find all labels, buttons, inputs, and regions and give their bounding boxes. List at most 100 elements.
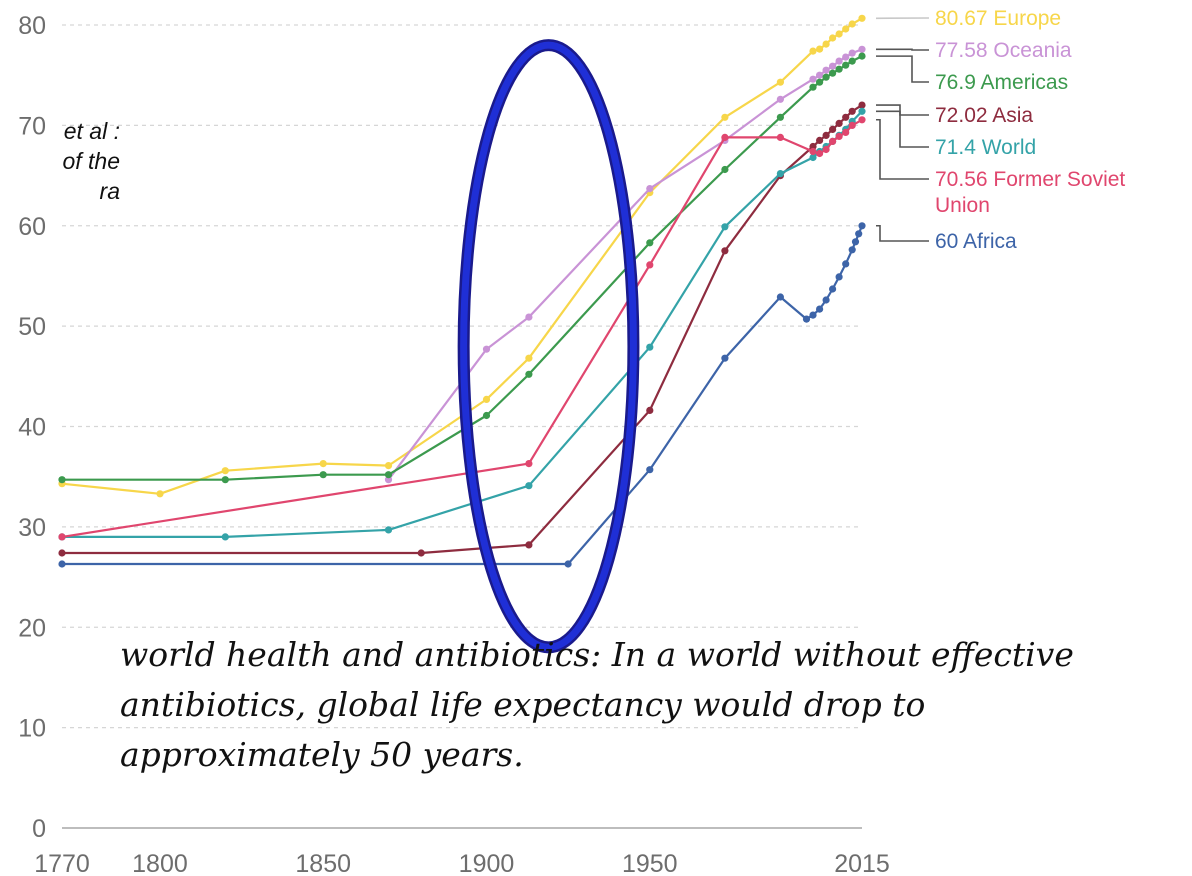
x-tick-label: 1850: [295, 850, 351, 876]
leader-line: [876, 55, 929, 83]
data-point: [319, 460, 327, 468]
data-point: [809, 153, 817, 162]
data-point: [646, 406, 654, 414]
data-point: [384, 526, 393, 534]
data-point: [822, 66, 830, 74]
y-tick-label: 10: [18, 715, 46, 743]
data-point: [816, 78, 824, 86]
data-point: [822, 145, 830, 154]
data-point: [816, 45, 824, 53]
data-point: [842, 25, 850, 33]
side-text-line: of the: [62, 148, 120, 174]
series-end-label: 60 Africa: [935, 230, 1017, 253]
data-point: [384, 476, 393, 484]
x-tick-label: 2015: [834, 850, 890, 876]
y-tick-label: 0: [32, 815, 46, 843]
series-end-label: 80.67 Europe: [935, 7, 1061, 30]
data-point: [525, 313, 533, 321]
data-point: [842, 61, 850, 69]
data-point: [835, 30, 843, 38]
data-point: [646, 239, 654, 247]
data-point: [525, 370, 533, 378]
data-point: [809, 311, 817, 319]
data-point: [319, 471, 327, 479]
data-point: [842, 113, 850, 121]
leader-line: [876, 110, 929, 148]
data-point: [835, 132, 843, 140]
data-point: [721, 133, 729, 141]
data-point: [58, 476, 66, 484]
data-point: [809, 147, 817, 156]
leader-line: [876, 48, 929, 51]
data-point: [525, 354, 533, 362]
data-point: [646, 466, 654, 474]
y-tick-label: 20: [18, 614, 46, 642]
data-point: [809, 75, 817, 83]
data-point: [858, 101, 866, 109]
data-point: [646, 185, 654, 193]
leader-line: [876, 224, 929, 242]
data-point: [482, 411, 491, 420]
data-point: [816, 305, 824, 313]
caption-body: In a world without effective antibiotics…: [120, 635, 1074, 774]
data-point: [525, 541, 533, 549]
data-point: [835, 273, 843, 281]
data-point: [858, 116, 866, 124]
series-oceania: [384, 45, 866, 484]
series-asia: [58, 101, 866, 557]
data-point: [58, 560, 66, 568]
data-point: [776, 78, 785, 86]
data-point: [646, 261, 654, 269]
data-point: [822, 73, 830, 81]
data-point: [721, 247, 729, 255]
data-point: [858, 222, 866, 230]
data-point: [816, 71, 824, 79]
data-point: [809, 142, 817, 151]
caption-separator: :: [590, 635, 602, 674]
series-europe: [58, 14, 866, 498]
data-point: [855, 230, 863, 238]
series-end-label: 72.02 Asia: [935, 104, 1033, 127]
data-point: [858, 45, 866, 53]
series-americas: [58, 52, 866, 484]
series-end-label: 77.58 Oceania: [935, 39, 1072, 62]
side-text-fragment: et al : of the ra: [0, 116, 120, 206]
data-point: [816, 149, 824, 158]
highlight-ellipse: [460, 41, 637, 651]
data-point: [822, 40, 830, 48]
data-point: [482, 395, 491, 403]
data-point: [842, 53, 850, 61]
data-point: [564, 560, 572, 568]
y-tick-label: 40: [18, 414, 46, 442]
data-point: [835, 65, 843, 73]
data-point: [842, 128, 850, 136]
data-point: [58, 549, 66, 557]
data-point: [776, 293, 785, 301]
side-text-line: et al :: [63, 118, 120, 144]
x-tick-label: 1900: [459, 850, 515, 876]
data-point: [809, 83, 817, 91]
data-point: [848, 246, 856, 254]
data-point: [851, 238, 860, 246]
data-point: [858, 107, 866, 115]
data-point: [835, 119, 843, 127]
side-text-line: ra: [99, 178, 120, 204]
data-point: [525, 460, 533, 468]
series-former-soviet-union: [58, 116, 866, 541]
y-tick-label: 80: [18, 12, 46, 40]
data-point: [776, 95, 785, 103]
data-point: [829, 285, 837, 293]
y-tick-label: 60: [18, 213, 46, 241]
leader-line: [876, 118, 929, 180]
series-end-label-line: Union: [935, 194, 990, 217]
y-tick-label: 30: [18, 514, 46, 542]
data-point: [776, 133, 785, 141]
y-tick-label: 70: [18, 112, 46, 140]
data-point: [848, 107, 856, 115]
caption-lead: world health and antibiotics: [120, 635, 591, 674]
data-point: [417, 549, 425, 557]
series-end-label-line: 70.56 Former Soviet: [935, 168, 1125, 191]
data-point: [822, 131, 830, 139]
data-point: [858, 14, 866, 22]
